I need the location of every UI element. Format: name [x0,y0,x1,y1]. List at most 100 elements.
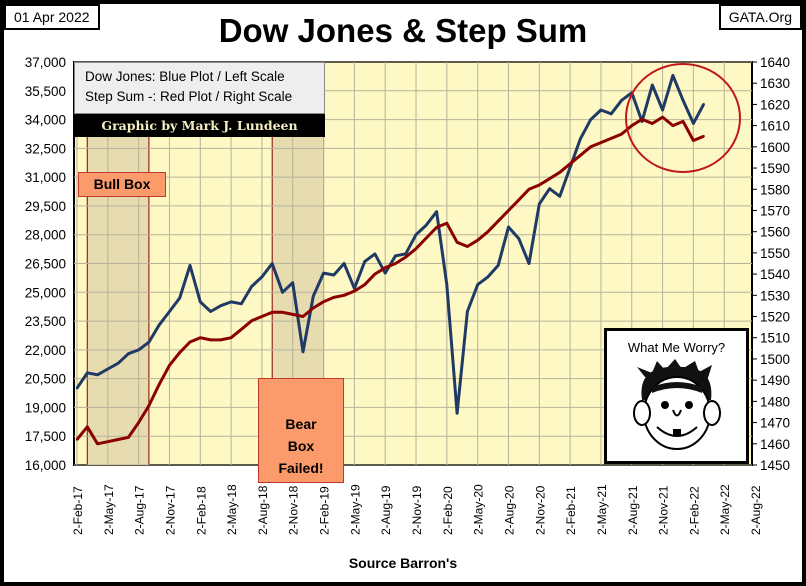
x-tick-label: 2-Feb-21 [564,486,578,535]
x-tick-label: 2-May-22 [718,484,732,535]
dow-point [425,223,428,227]
y-right-tick-label: 1600 [760,140,790,155]
step-sum-point [661,115,664,119]
dow-point [466,310,469,313]
x-tick-label: 2-Aug-18 [256,485,270,535]
y-left-tick-label: 20,500 [25,372,66,387]
dow-point [394,254,397,258]
legend-step: Step Sum -: Red Plot / Right Scale [85,89,293,104]
step-sum-point [610,137,613,140]
dow-point [229,300,233,304]
dow-point [116,362,120,365]
y-right-tick-label: 1590 [760,161,790,176]
step-sum-point [250,319,253,322]
credit: Graphic by Mark J. Lundeen [74,114,325,137]
dow-point [157,323,161,327]
dow-point [96,373,99,377]
step-sum-point [558,171,562,174]
y-left-tick-label: 35,500 [25,84,66,99]
y-right-tick-label: 1640 [760,55,790,70]
dow-point [342,262,346,265]
dow-point [414,233,418,236]
step-sum-point [312,306,315,310]
step-sum-point [455,241,459,244]
step-sum-point [188,340,192,344]
step-sum-point [517,198,520,202]
step-sum-point [620,132,623,136]
dow-point [671,74,675,77]
step-sum-point [640,118,644,121]
y-right-tick-label: 1520 [760,310,790,325]
step-sum-point [445,222,449,225]
x-tick-label: 2-May-17 [102,484,116,535]
dow-point [147,340,151,344]
y-left-tick-label: 17,500 [25,429,66,444]
face-icon [633,359,721,450]
x-tick-label: 2-May-20 [472,484,486,535]
dow-point [579,137,582,140]
dow-point [651,83,654,87]
step-sum-point [229,336,233,339]
dow-point [538,202,541,206]
y-right-tick-label: 1570 [760,203,790,218]
dow-point [445,283,449,286]
step-sum-point [332,296,336,299]
dow-point [507,225,510,229]
dow-point [127,352,130,355]
step-sum-point [466,245,469,248]
step-sum-point [538,183,541,187]
step-sum-point [363,283,366,286]
y-left-tick-label: 31,000 [25,170,66,185]
y-left-tick-label: 23,500 [25,314,66,329]
y-left-tick-label: 32,500 [25,141,66,156]
y-right-tick-label: 1480 [760,394,790,409]
dow-point [589,118,592,121]
step-sum-point [384,266,387,269]
dow-point [291,281,294,284]
step-sum-point [651,122,654,125]
dow-point [497,264,500,267]
x-tick-label: 2-Feb-18 [194,486,208,535]
y-left-tick-label: 26,500 [25,257,66,272]
step-sum-point [599,141,603,144]
dow-point [517,237,520,240]
dow-point [568,166,572,169]
dow-point [486,275,490,279]
step-sum-point [75,438,79,441]
step-sum-point [127,436,130,439]
dow-point [681,99,685,102]
step-sum-point [342,294,346,297]
dow-point [610,112,613,116]
y-right-tick-label: 1540 [760,267,790,282]
step-sum-line [75,115,705,446]
x-tick-label: 2-Nov-19 [410,485,424,535]
y-right-tick-label: 1580 [760,182,790,197]
y-right-tick-label: 1490 [760,373,790,388]
step-sum-point [96,442,99,445]
y-left-tick-label: 16,000 [25,458,66,473]
y-left-tick-label: 29,500 [25,199,66,214]
x-axis-title: Source Barron's [348,555,458,571]
dow-point [322,271,325,275]
dow-point [178,296,181,300]
x-tick-label: 2-Aug-19 [379,485,393,535]
step-sum-point [373,272,377,276]
highlight-circle [625,63,741,173]
step-sum-point [281,311,284,314]
step-sum-point [260,315,264,318]
y-right-tick-label: 1620 [760,97,790,112]
y-left-tick-label: 28,000 [25,228,66,243]
step-sum-point [681,120,685,123]
legend: Dow Jones: Blue Plot / Left Scale Step S… [74,62,325,114]
x-tick-label: 2-Nov-21 [657,485,671,535]
dow-point [199,300,202,304]
dow-point [332,273,336,277]
y-left-tick-label: 34,000 [25,113,66,128]
step-sum-point [568,162,572,166]
y-right-tick-label: 1530 [760,288,790,303]
dow-point [281,291,284,294]
dow-point [455,411,459,415]
step-sum-point [168,364,171,367]
step-sum-point [527,188,531,191]
y-right-tick-label: 1560 [760,225,790,240]
